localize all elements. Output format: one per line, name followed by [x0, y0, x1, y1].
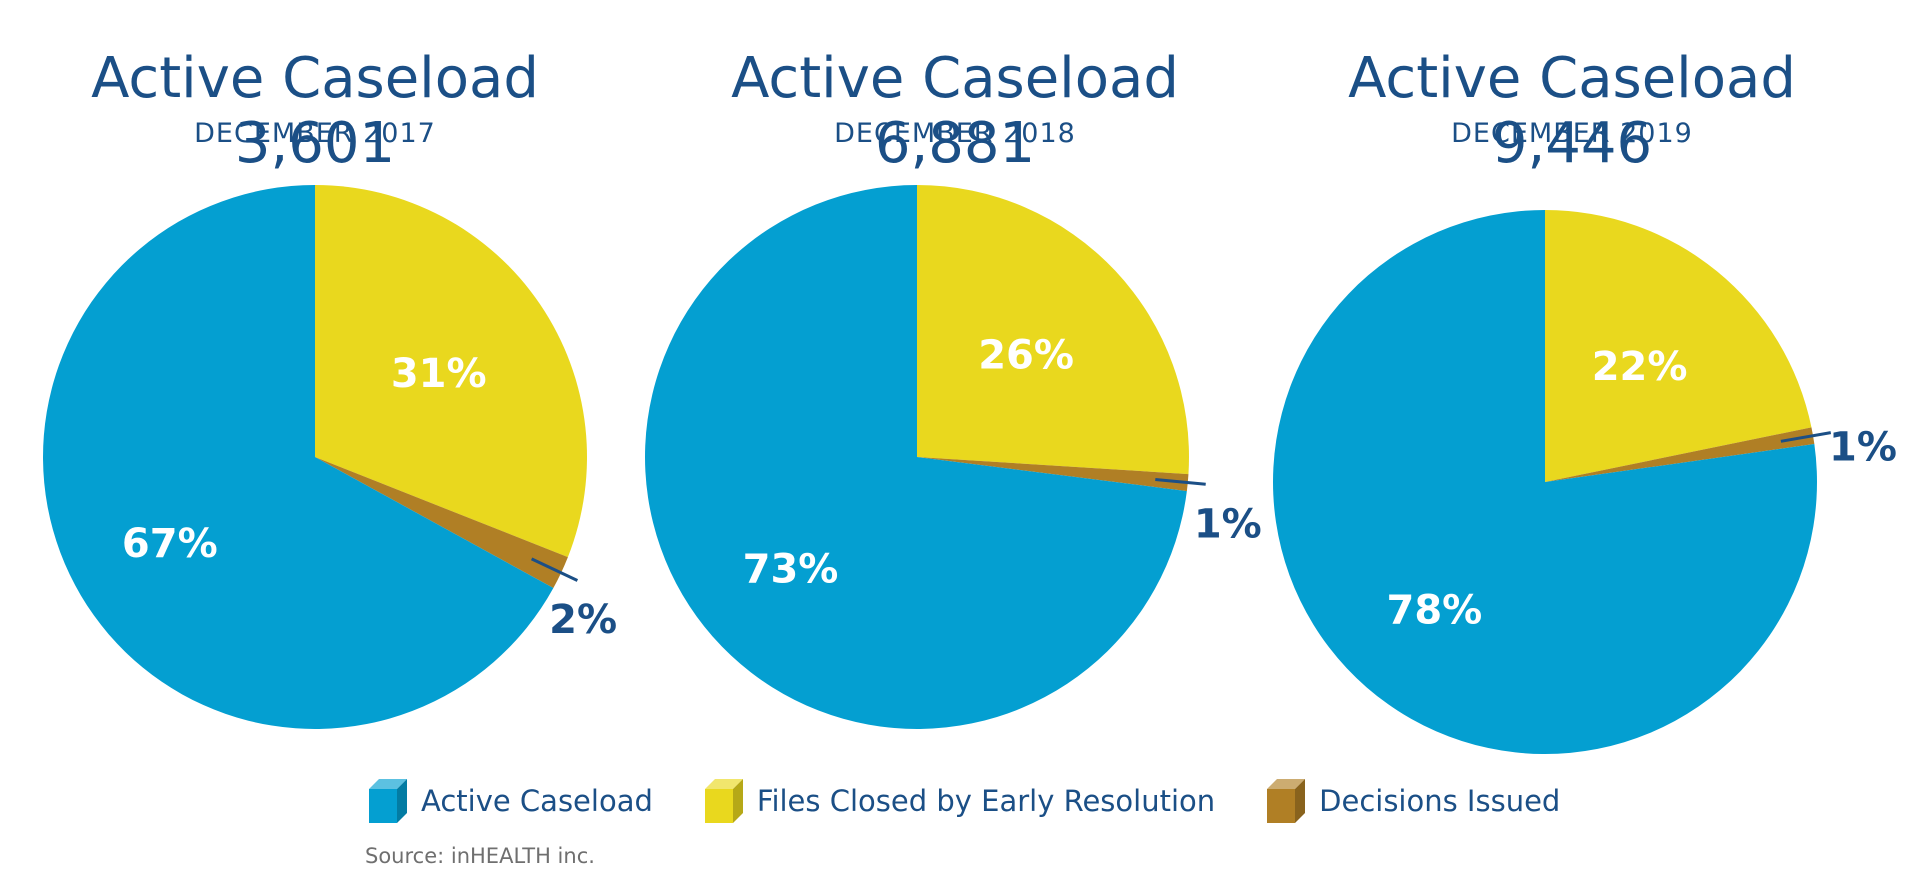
legend-swatch-face	[704, 779, 743, 789]
pie-slice-active-caseload	[645, 185, 1187, 729]
legend-swatch-face	[1295, 779, 1306, 823]
pie-slice-decisions-issued	[917, 457, 1189, 492]
pie-leader-line	[1780, 431, 1832, 443]
chart-title: Active Caseload 9,446	[1348, 46, 1796, 176]
pie-label-decisions-issued: 2%	[549, 597, 617, 643]
chart-panel-2019: Active Caseload 9,446 DECEMBER 2019 22% 1…	[1262, 0, 1897, 760]
pie-label-files-closed-by-early-resolution: 22%	[1592, 344, 1688, 390]
legend-swatch-face	[1267, 779, 1306, 789]
legend-item-files-closed: Files Closed by Early Resolution	[701, 777, 1215, 825]
legend-swatch-face	[1267, 789, 1296, 823]
chart-subtitle: DECEMBER 2018	[834, 118, 1076, 149]
pie-label-active-caseload: 73%	[743, 547, 839, 593]
chart-title: Active Caseload 3,601	[91, 46, 539, 176]
source-note: Source: inHEALTH inc.	[365, 844, 595, 868]
legend: Active Caseload Files Closed by Early Re…	[365, 775, 1608, 827]
pie-slice-files-closed-by-early-resolution	[917, 185, 1189, 475]
chart-subtitle: DECEMBER 2017	[194, 118, 436, 149]
legend-label: Decisions Issued	[1319, 784, 1561, 818]
pie-chart-2019: 22% 1% 78%	[1273, 210, 1897, 755]
legend-label: Files Closed by Early Resolution	[756, 784, 1216, 818]
legend-swatch	[1263, 777, 1307, 825]
chart-panel-2018: Active Caseload 6,881 DECEMBER 2018 26% 1…	[645, 0, 1265, 760]
pie-slice-files-closed-by-early-resolution	[315, 185, 588, 558]
pie-label-active-caseload: 67%	[122, 521, 218, 567]
pie-label-decisions-issued: 1%	[1829, 425, 1897, 471]
pie-slice-active-caseload	[1273, 210, 1818, 755]
legend-label: Active Caseload	[421, 784, 653, 818]
pie-slice-decisions-issued	[1545, 427, 1815, 482]
chart-panel-2017: Active Caseload 3,601 DECEMBER 2017 31% 2…	[5, 0, 625, 760]
legend-swatch	[365, 777, 409, 825]
pie-slice-active-caseload	[43, 185, 554, 729]
legend-swatch-face	[369, 789, 397, 823]
pie-label-files-closed-by-early-resolution: 31%	[391, 351, 487, 397]
legend-swatch	[701, 777, 745, 825]
legend-swatch-face	[732, 779, 743, 823]
legend-item-active-caseload: Active Caseload	[365, 777, 653, 825]
legend-swatch-face	[369, 779, 407, 789]
legend-swatch-face	[397, 779, 407, 823]
pie-leader-line	[530, 557, 579, 582]
chart-subtitle: DECEMBER 2019	[1451, 118, 1693, 149]
legend-item-decisions-issued: Decisions Issued	[1263, 777, 1560, 825]
pie-chart-2018: 26% 1% 73%	[645, 185, 1262, 729]
pie-slice-files-closed-by-early-resolution	[1545, 210, 1812, 482]
pie-label-active-caseload: 78%	[1387, 587, 1483, 633]
pie-chart-2017: 31% 2% 67%	[43, 185, 617, 729]
pie-label-decisions-issued: 1%	[1194, 502, 1262, 548]
legend-swatch-face	[704, 789, 733, 823]
pie-leader-line	[1155, 478, 1206, 486]
pie-slice-decisions-issued	[315, 457, 568, 589]
chart-title: Active Caseload 6,881	[731, 46, 1179, 176]
pie-label-files-closed-by-early-resolution: 26%	[978, 333, 1074, 379]
